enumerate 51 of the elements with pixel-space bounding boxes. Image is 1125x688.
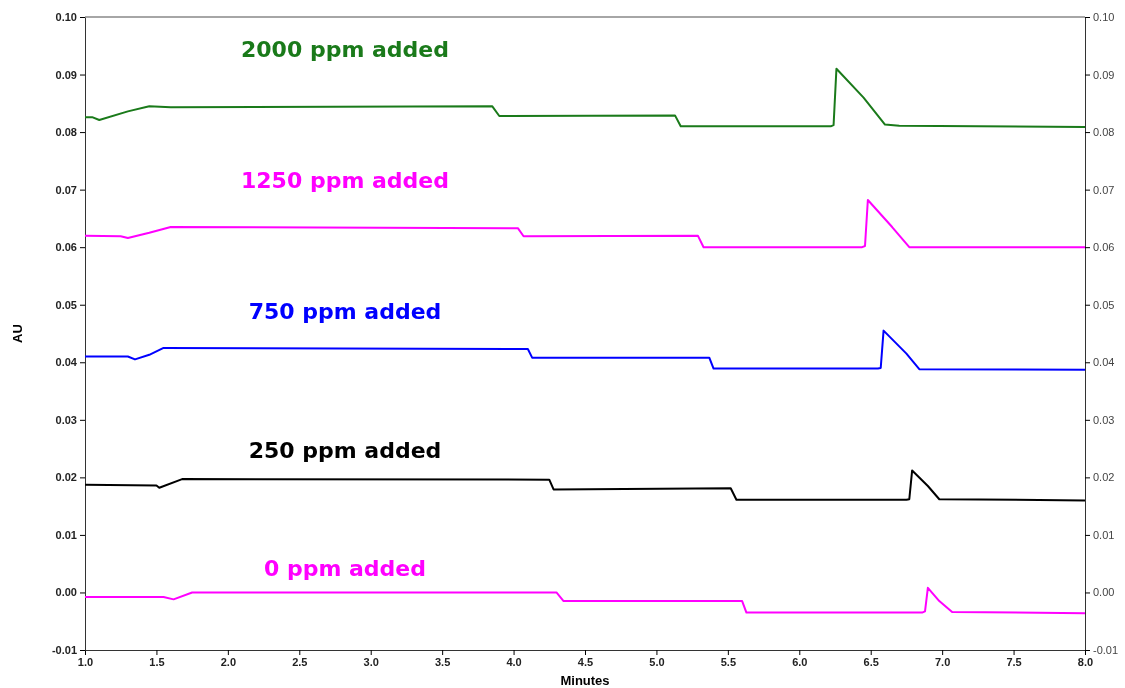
y-tick-label: 0.05 [55, 298, 77, 311]
y-tick-label: 0.09 [55, 68, 77, 81]
series-label: 1250 ppm added [241, 167, 449, 193]
x-tick-label: 5.5 [720, 655, 737, 668]
y2-tick-label: -0.01 [1093, 644, 1119, 657]
y2-tick-label: 0.03 [1093, 413, 1115, 426]
x-tick-label: 3.0 [363, 655, 379, 668]
series-label: 0 ppm added [263, 555, 427, 581]
y-tick-label: 0.03 [55, 413, 77, 426]
x-tick-label: 5.0 [649, 655, 665, 668]
x-tick-label: 7.5 [1006, 655, 1022, 668]
y-tick-label: 0.04 [55, 356, 78, 369]
line-series [84, 586, 1086, 615]
y-tick-label: 0.02 [55, 471, 77, 484]
y-tick-label: 0.10 [55, 11, 77, 24]
x-tick-label: 6.0 [792, 655, 808, 668]
y2-tick-label: 0.05 [1093, 298, 1115, 311]
x-tick-label: 2.0 [220, 655, 237, 668]
text: 2000 ppm added [241, 36, 449, 62]
y-tick-label: 0.08 [55, 126, 77, 139]
x-tick-label: 6.5 [863, 655, 879, 668]
x-tick-label: 1.5 [149, 655, 165, 668]
x-tick-label: 8.0 [1077, 655, 1094, 668]
y-axis-title: AU [10, 324, 25, 343]
line-series [84, 67, 1086, 128]
series-label: 250 ppm added [248, 438, 442, 464]
y-tick-label: 0.07 [55, 183, 77, 196]
y2-tick-label: 0.07 [1093, 183, 1115, 196]
line-series [84, 199, 1086, 249]
y2-tick-label: 0.08 [1093, 126, 1115, 139]
x-tick-label: 7.0 [934, 655, 951, 668]
x-tick-label: 3.5 [434, 655, 451, 668]
x-tick-label: 2.5 [292, 655, 308, 668]
x-tick-label: 4.5 [577, 655, 594, 668]
y-tick-label: 0.01 [55, 528, 77, 541]
y2-tick-label: 0.10 [1093, 11, 1115, 24]
y-tick-label: 0.00 [55, 586, 77, 599]
y2-tick-label: 0.09 [1093, 68, 1115, 81]
y-tick-label: -0.01 [51, 644, 77, 657]
x-tick-label: 4.0 [506, 655, 522, 668]
line-series [84, 469, 1086, 502]
y2-tick-label: 0.00 [1093, 586, 1115, 599]
x-axis-title: Minutes [560, 673, 610, 688]
y2-tick-label: 0.01 [1093, 528, 1115, 541]
y2-tick-label: 0.06 [1093, 241, 1115, 254]
line-series [84, 329, 1086, 371]
y2-tick-label: 0.04 [1093, 356, 1115, 369]
y-tick-label: 0.06 [55, 241, 77, 254]
series-label: 750 ppm added [248, 298, 442, 324]
y2-tick-label: 0.02 [1093, 471, 1115, 484]
x-tick-label: 1.0 [77, 655, 94, 668]
